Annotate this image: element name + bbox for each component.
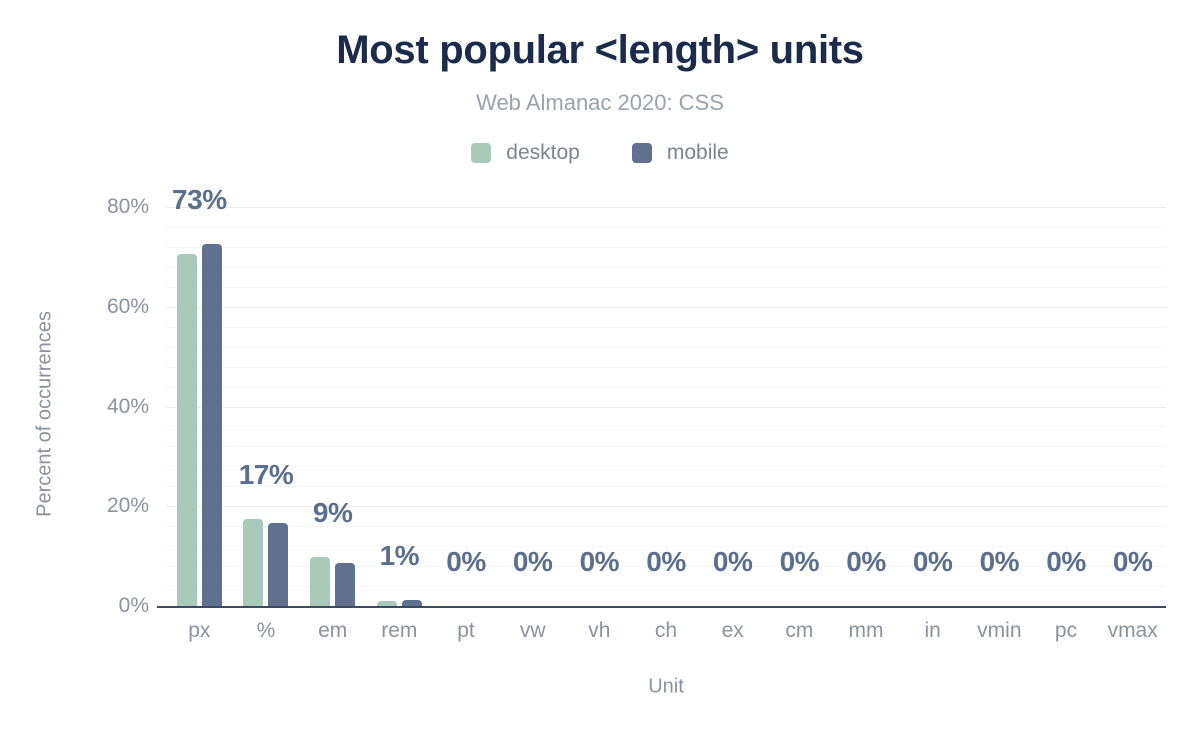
gridline [166,306,1166,308]
gridline [166,207,1166,208]
category-column: 17%% [233,207,300,642]
gridline [166,246,1166,248]
gridline [166,266,1166,268]
gridline [166,446,1166,448]
category-column: 0% vw [499,207,566,642]
legend-item-mobile: mobile [631,141,729,165]
x-tick-label: ex [721,619,744,642]
legend-label-desktop: desktop [506,141,580,164]
bar-group [166,243,233,606]
bar-value-label: 0% [1046,546,1086,577]
gridline [166,526,1166,528]
x-tick-label: pt [457,619,475,642]
bar-value-label: 9% [312,496,353,528]
bar-value-label: 73% [172,183,227,215]
category-column: 0% vmin [966,207,1033,642]
category-column: 0% ch [633,207,700,642]
y-tick-label: 60% [106,294,149,318]
y-tick-label: 0% [118,594,149,617]
category-column: 0% pc [1033,207,1100,642]
gridline [166,486,1166,488]
gridline [166,406,1166,408]
bar-value-label: 0% [712,546,753,577]
bar-value-label: 0% [512,546,553,577]
x-tick-label: mm [848,619,884,642]
x-tick-label: % [256,619,276,642]
bar-desktop-rem [376,600,397,606]
x-tick-label: px [188,619,211,642]
bar-value-label: 0% [979,546,1020,577]
bar-value-label: 0% [646,546,686,577]
gridline [166,366,1166,368]
category-column: 0% vmax [1099,207,1166,642]
chart-subtitle: Web Almanac 2020: CSS [476,90,724,115]
bar-mobile-rem [401,600,422,606]
x-tick-label: ch [654,619,678,642]
legend-item-desktop: desktop [471,141,580,165]
category-column: 0% cm [766,207,833,642]
plot-area: 0% 20% 40% 60% 80% 73% px 17%% 9% em 1% rem 0% pt 0% vw… [107,184,1166,642]
bar-value-label: 0% [579,546,620,577]
x-tick-label: rem [381,619,418,642]
category-column: 9% em [299,207,366,642]
category-column: 0% in [899,207,966,642]
gridline [166,586,1166,588]
category-column: 0% mm [833,207,900,642]
x-tick-label: vmin [977,619,1022,642]
bar-mobile-em [335,563,356,606]
bar-value-label: 17% [238,458,294,490]
desktop-swatch [471,143,492,163]
category-column: 0% vh [566,207,633,642]
y-axis-title: Percent of occurrences [33,311,56,517]
y-tick-label: 80% [106,195,149,218]
bar-value-label: 0% [912,546,953,577]
category-column: 1% rem [366,207,433,642]
mobile-swatch [631,143,652,163]
x-tick-label: cm [785,619,814,642]
x-axis-title: Unit [648,675,684,698]
bar-group [233,518,300,606]
bar-mobile-px [201,243,222,606]
y-tick-label: 40% [106,394,149,418]
legend-label-mobile: mobile [666,141,729,164]
x-tick-label: pc [1054,619,1078,642]
x-tick-label: em [318,619,348,642]
x-tick-label: vw [519,619,546,642]
gridline [166,346,1166,348]
gridline [166,566,1166,568]
gridline [166,386,1166,388]
gridline [166,546,1166,548]
bar-desktop-px [176,254,197,606]
category-column: 0% pt [433,207,500,642]
gridline [166,426,1166,428]
gridline [166,506,1166,508]
bar-value-label: 0% [846,546,886,577]
gridline [166,466,1166,468]
bar-group [299,556,366,606]
bar-desktop-% [243,518,264,606]
category-column: 0% ex [699,207,766,642]
category-column: 73% px [166,184,233,642]
x-tick-label: in [924,619,941,642]
gridline [166,286,1166,288]
legend: desktop mobile [0,141,1200,165]
bar-mobile-% [268,523,289,606]
gridline [166,326,1166,328]
bar-value-label: 0% [779,546,820,577]
bar-value-label: 0% [1112,546,1153,577]
bar-value-label: 0% [446,546,486,577]
x-axis-line [157,605,1166,608]
y-tick-label: 20% [106,494,149,518]
chart-title: Most popular <length> units [336,28,864,72]
bar-value-label: 1% [379,540,420,572]
gridline [166,226,1166,228]
x-tick-label: vh [588,619,611,642]
bar-desktop-em [310,556,331,606]
bar-group [366,600,433,606]
x-tick-label: vmax [1107,619,1158,642]
